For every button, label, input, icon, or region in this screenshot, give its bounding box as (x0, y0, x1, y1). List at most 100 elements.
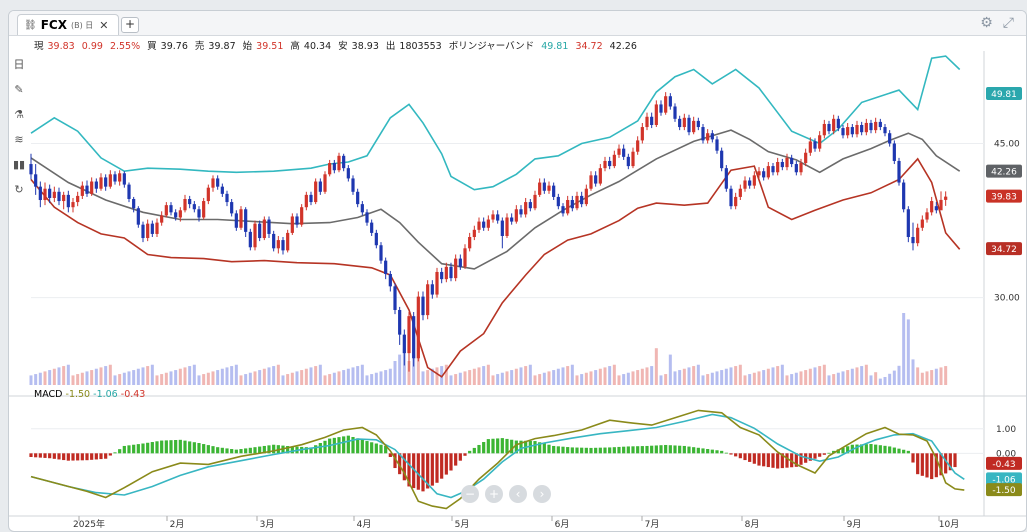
volume-bar (566, 366, 570, 385)
candle-body (897, 160, 901, 183)
macd-histogram-bar (234, 449, 238, 454)
open-label: 始 (242, 41, 253, 52)
draw-tool-icon[interactable]: ✎ (14, 83, 24, 96)
candle-body (855, 124, 859, 135)
volume-bar (258, 370, 262, 385)
candle-body (771, 166, 775, 173)
scroll-right-button[interactable]: › (533, 485, 551, 503)
tab-fcx[interactable]: ⛓ FCX (B) 日 ✕ (17, 14, 119, 35)
volume-bar (34, 374, 38, 385)
candle-body (458, 258, 462, 267)
refresh-icon[interactable]: ↻ (14, 183, 24, 196)
macd-histogram-bar (920, 453, 924, 476)
volume-bar (514, 368, 518, 385)
volume-bar (174, 370, 178, 385)
volume-bar (925, 371, 929, 385)
volume-bar (519, 367, 523, 385)
ask-label: 売 (194, 41, 205, 52)
scroll-left-button[interactable]: ‹ (509, 485, 527, 503)
volume-bar (664, 374, 668, 385)
macd-histogram-bar (160, 440, 164, 454)
candle-body (589, 175, 593, 189)
volume-bar (127, 371, 131, 385)
macd-tick-label: 1.00 (996, 425, 1016, 435)
macd-tag-signal (986, 472, 1022, 486)
period-tool-icon[interactable]: 日 (13, 58, 25, 71)
candle-body (323, 174, 327, 192)
macd-histogram-bar (323, 440, 327, 454)
macd-histogram-bar (757, 453, 761, 466)
candle-body (416, 296, 420, 359)
volume-bar (463, 371, 467, 385)
candle-body (356, 191, 360, 205)
candle-body (183, 198, 187, 211)
macd-histogram-bar (398, 453, 402, 475)
chart-type-icon[interactable]: ▮▮ (12, 158, 26, 171)
candle-body (384, 260, 388, 275)
macd-histogram-bar (706, 449, 710, 454)
low: 38.93 (351, 41, 379, 52)
macd-histogram-bar (822, 453, 826, 455)
candle-body (836, 118, 840, 129)
candle-body (570, 200, 574, 209)
macd-histogram-bar (244, 448, 248, 454)
bollinger-mid-line (30, 129, 961, 270)
current-price: 39.83 (47, 41, 75, 52)
macd-histogram-bar (944, 453, 948, 474)
candle-body (738, 188, 742, 197)
candle-body (155, 222, 159, 234)
volume-bar (659, 375, 663, 385)
macd-histogram-bar (29, 453, 33, 457)
candle-body (477, 221, 481, 230)
volume-bar (94, 368, 98, 385)
candle-body (939, 199, 943, 211)
expand-icon[interactable]: ⤢ (1002, 15, 1014, 31)
volume-bar (393, 361, 397, 385)
volume-bar (337, 371, 341, 385)
macd-histogram-bar (449, 453, 453, 471)
volume-bar (832, 374, 836, 385)
macd-histogram-bar (734, 453, 738, 457)
volume-bar (388, 368, 392, 385)
price-tag-bb_mid (986, 164, 1022, 178)
candle-body (262, 219, 266, 239)
volume-bar (654, 348, 658, 385)
volume-bar (692, 366, 696, 385)
volume-bar (262, 368, 266, 385)
volume-bar (916, 367, 920, 385)
macd-histogram-bar (192, 442, 196, 454)
candle-body (920, 219, 924, 228)
zoom-in-button[interactable]: + (485, 485, 503, 503)
macd-histogram-bar (272, 444, 276, 454)
candle-body (295, 216, 299, 225)
volume-bar (668, 354, 672, 385)
macd-histogram-bar (99, 453, 103, 460)
macd-histogram-bar (570, 447, 574, 454)
macd-histogram-bar (925, 453, 929, 478)
gear-icon[interactable]: ⚙ (980, 15, 993, 31)
volume-bar (752, 372, 756, 385)
macd-histogram-bar (48, 453, 52, 459)
indicator-tool-icon[interactable]: ⚗ (14, 108, 24, 121)
close-icon[interactable]: ✕ (99, 18, 109, 32)
high-label: 高 (290, 41, 300, 52)
zoom-out-button[interactable]: − (461, 485, 479, 503)
volume-bar (38, 372, 42, 385)
macd-histogram-bar (468, 450, 472, 454)
compare-tool-icon[interactable]: ≋ (14, 133, 24, 146)
macd-histogram-bar (90, 453, 94, 460)
candle-body (449, 266, 453, 279)
price-chart-svg[interactable]: 45.00 30.00 1.00 0.00 2025年 2月 3月 4月 5月 6月 7月 8月 9月 1… (9, 11, 1026, 531)
macd-histogram-bar (426, 453, 430, 489)
volume-bar (192, 364, 196, 385)
volume-bar (318, 364, 322, 385)
candle-body (752, 175, 756, 186)
macd-histogram-bar (258, 446, 262, 454)
macd-histogram-bar (66, 453, 70, 461)
candle-body (388, 274, 392, 287)
macd-histogram-bar (916, 453, 920, 475)
candle-body (757, 171, 761, 176)
macd-histogram-bar (836, 449, 840, 454)
macd-histogram-bar (472, 447, 476, 454)
add-tab-button[interactable]: + (121, 17, 139, 33)
